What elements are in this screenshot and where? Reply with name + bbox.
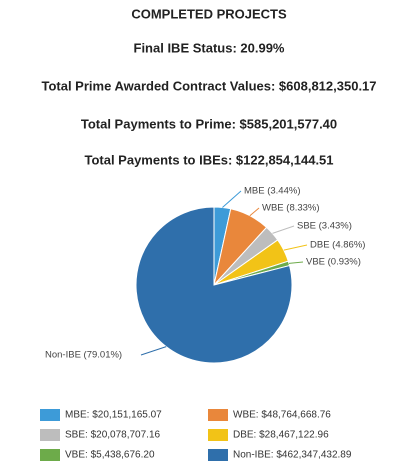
leader-line xyxy=(288,261,304,264)
status-line: Total Prime Awarded Contract Values: $60… xyxy=(41,78,376,93)
legend-label: MBE: $20,151,165.07 xyxy=(65,410,162,421)
legend-label: DBE: $28,467,122.96 xyxy=(233,430,329,441)
leader-line xyxy=(222,190,242,208)
pie-slice xyxy=(135,206,293,364)
leader-line xyxy=(272,225,295,234)
legend-swatch xyxy=(208,429,228,441)
slice-label: SBE (3.43%) xyxy=(297,221,352,232)
slice-label: VBE (0.93%) xyxy=(306,257,361,268)
status-line: Final IBE Status: 20.99% xyxy=(134,40,285,55)
legend-label: SBE: $20,078,707.16 xyxy=(65,430,161,441)
legend-swatch xyxy=(208,409,228,421)
legend-label: WBE: $48,764,668.76 xyxy=(233,410,331,421)
legend-label: Non-IBE: $462,347,432.89 xyxy=(233,450,352,461)
slice-label: Non-IBE (79.01%) xyxy=(45,350,122,361)
leader-line xyxy=(249,207,260,217)
title: COMPLETED PROJECTS xyxy=(131,6,287,21)
slice-label: WBE (8.33%) xyxy=(262,203,320,214)
slice-label: MBE (3.44%) xyxy=(244,186,301,197)
legend-swatch xyxy=(40,409,60,421)
legend-swatch xyxy=(40,449,60,461)
status-line: Total Payments to IBEs: $122,854,144.51 xyxy=(84,152,333,167)
leader-line xyxy=(140,346,167,356)
legend-label: VBE: $5,438,676.20 xyxy=(65,450,155,461)
leader-line xyxy=(283,244,308,251)
legend-swatch xyxy=(208,449,228,461)
legend-swatch xyxy=(40,429,60,441)
status-line: Total Payments to Prime: $585,201,577.40 xyxy=(81,116,337,131)
slice-label: DBE (4.86%) xyxy=(310,240,365,251)
